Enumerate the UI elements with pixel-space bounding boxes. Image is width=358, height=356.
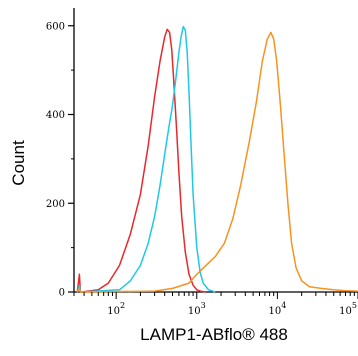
x-tick-label: 102 xyxy=(107,301,125,317)
x-axis-ticks: 102 103 104 105 xyxy=(73,292,358,317)
y-axis-ticks: 0 200 400 600 xyxy=(46,21,74,299)
y-tick-label: 400 xyxy=(46,110,65,121)
y-tick-label: 200 xyxy=(46,199,65,210)
plot-area xyxy=(76,25,358,293)
y-tick-label: 600 xyxy=(46,21,65,32)
series-line-3 xyxy=(76,31,358,293)
x-tick-label: 103 xyxy=(188,301,206,317)
series-line-2 xyxy=(76,25,216,293)
x-tick-label: 104 xyxy=(268,301,286,317)
y-axis-title: Count xyxy=(9,140,28,186)
x-tick-label: 105 xyxy=(339,301,357,317)
series-line-1 xyxy=(76,28,207,293)
y-tick-label: 0 xyxy=(59,288,65,299)
x-axis-title: LAMP1-ABflo® 488 xyxy=(140,325,288,344)
axes xyxy=(73,8,358,293)
